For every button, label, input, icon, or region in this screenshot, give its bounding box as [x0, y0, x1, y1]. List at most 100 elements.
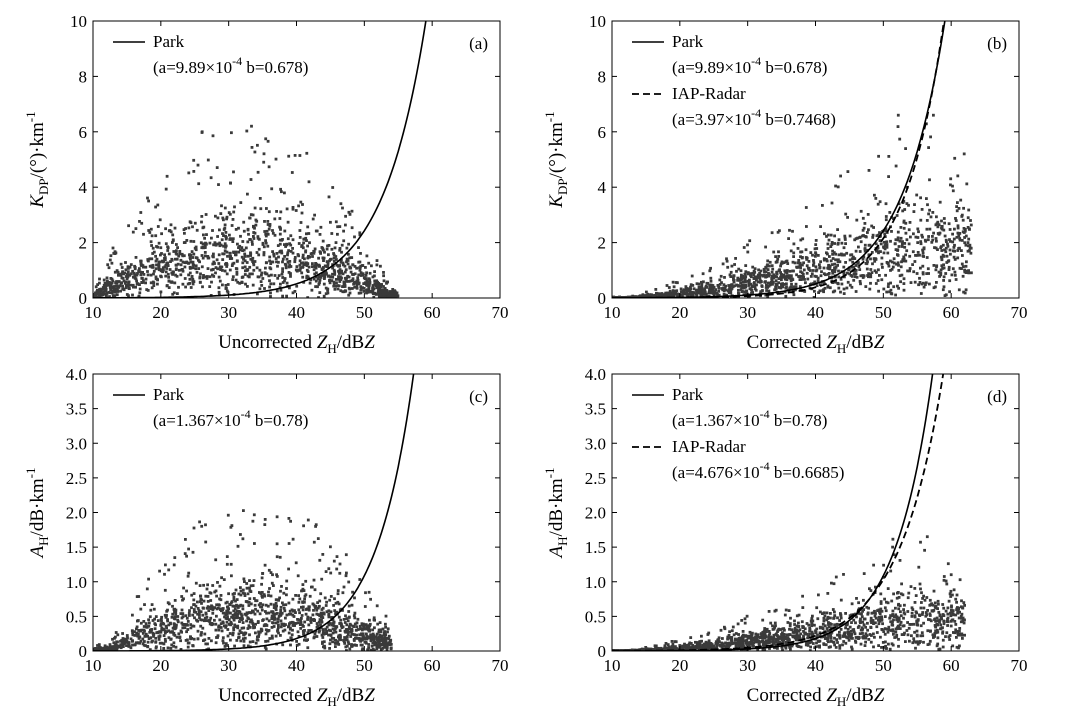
scatter-point — [364, 623, 368, 626]
scatter-point — [289, 643, 292, 647]
scatter-point — [641, 293, 645, 297]
y-tick-label: 0.5 — [66, 607, 87, 626]
scatter-point — [217, 290, 221, 294]
scatter-point — [939, 255, 943, 259]
scatter-point — [279, 228, 282, 231]
scatter-point — [205, 606, 209, 610]
scatter-point — [138, 291, 142, 295]
scatter-point — [240, 255, 244, 259]
scatter-point — [216, 235, 219, 238]
scatter-point — [702, 280, 705, 284]
scatter-point — [818, 266, 822, 269]
scatter-point — [944, 272, 948, 275]
scatter-point — [889, 239, 892, 243]
scatter-point — [166, 646, 170, 650]
scatter-point — [276, 244, 280, 247]
scatter-point — [671, 280, 675, 284]
scatter-point — [728, 273, 732, 277]
scatter-point — [196, 612, 199, 616]
scatter-point — [139, 629, 143, 633]
scatter-point — [166, 246, 170, 250]
scatter-point — [125, 293, 129, 296]
scatter-point — [104, 284, 108, 288]
scatter-point — [900, 582, 903, 586]
scatter-point — [893, 242, 897, 246]
scatter-point — [287, 517, 291, 520]
scatter-point — [288, 627, 292, 631]
scatter-point — [345, 246, 349, 250]
scatter-point — [207, 619, 211, 623]
scatter-point — [213, 241, 217, 245]
scatter-point — [129, 646, 133, 650]
scatter-point — [826, 284, 830, 288]
scatter-point — [921, 264, 925, 268]
scatter-point — [164, 639, 167, 643]
scatter-point — [227, 211, 231, 214]
scatter-point — [338, 225, 342, 228]
scatter-point — [243, 265, 247, 269]
scatter-point — [843, 238, 847, 241]
scatter-point — [129, 637, 133, 641]
scatter-point — [206, 275, 209, 278]
scatter-point — [238, 281, 242, 285]
scatter-point — [265, 261, 268, 265]
scatter-point — [325, 247, 329, 251]
scatter-point — [668, 289, 672, 293]
scatter-point — [825, 258, 828, 261]
scatter-point — [306, 244, 309, 248]
scatter-point — [856, 236, 859, 240]
x-axis-label: Corrected ZH/dBZ — [747, 332, 885, 356]
scatter-point — [778, 286, 781, 289]
scatter-point — [956, 224, 960, 228]
scatter-point — [894, 293, 897, 297]
scatter-point — [375, 604, 379, 608]
scatter-point — [874, 242, 878, 246]
scatter-point — [336, 600, 340, 604]
scatter-point — [263, 646, 267, 649]
scatter-point — [242, 637, 245, 641]
scatter-point — [837, 286, 841, 290]
scatter-point — [305, 607, 309, 611]
scatter-point — [947, 635, 951, 639]
scatter-point — [247, 232, 250, 236]
scatter-point — [218, 618, 222, 622]
scatter-point — [146, 270, 149, 273]
scatter-point — [877, 251, 880, 255]
scatter-point — [685, 287, 689, 290]
scatter-point — [680, 290, 684, 294]
scatter-point — [271, 621, 274, 624]
scatter-point — [301, 266, 304, 269]
scatter-point — [275, 575, 279, 578]
scatter-point — [170, 643, 174, 647]
scatter-point — [954, 613, 958, 617]
scatter-point — [208, 606, 211, 609]
scatter-point — [185, 623, 189, 626]
scatter-point — [365, 271, 368, 275]
scatter-point — [143, 635, 147, 638]
scatter-point — [792, 242, 796, 246]
scatter-point — [150, 264, 154, 268]
scatter-point — [172, 641, 176, 645]
scatter-point — [230, 257, 234, 260]
scatter-point — [166, 261, 170, 265]
scatter-point — [347, 252, 350, 256]
scatter-point — [946, 612, 950, 616]
scatter-point — [720, 287, 724, 290]
scatter-point — [777, 255, 781, 258]
scatter-point — [164, 624, 168, 628]
scatter-point — [195, 228, 199, 232]
scatter-point — [922, 285, 926, 289]
scatter-point — [340, 622, 343, 626]
scatter-point — [761, 274, 765, 278]
scatter-point — [825, 611, 829, 615]
scatter-point — [367, 628, 370, 632]
scatter-point — [650, 293, 653, 297]
scatter-point — [290, 171, 294, 174]
scatter-point — [229, 638, 232, 642]
scatter-point — [259, 280, 263, 283]
scatter-point — [320, 268, 324, 271]
scatter-point — [932, 231, 935, 235]
scatter-point — [929, 215, 933, 219]
scatter-point — [115, 284, 119, 288]
scatter-point — [884, 215, 888, 218]
